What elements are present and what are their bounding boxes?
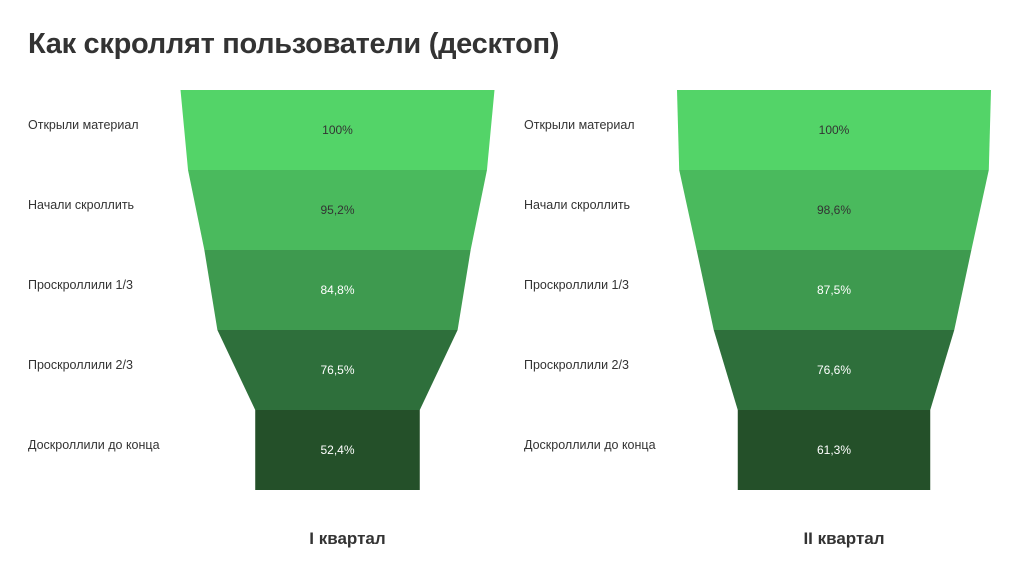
funnel-stage — [679, 170, 989, 250]
page-title: Как скроллят пользователи (десктоп) — [28, 28, 560, 60]
stage-label: Проскроллили 1/3 — [524, 278, 629, 292]
value-label: 76,6% — [817, 363, 851, 377]
value-label: 52,4% — [320, 443, 354, 457]
funnel-stage — [713, 330, 955, 410]
period-label: I квартал — [309, 529, 385, 548]
funnel-stage — [204, 250, 471, 330]
funnel-stage — [696, 250, 972, 330]
funnel-stage — [217, 330, 458, 410]
stage-label: Начали скроллить — [524, 198, 630, 212]
stage-label: Доскроллили до конца — [28, 438, 160, 452]
funnel-stage — [677, 90, 991, 170]
funnel-chart-1: 100% Открыли материал 95,2% Начали скроллит… — [28, 90, 495, 548]
value-label: 76,5% — [320, 363, 354, 377]
funnel-stage — [255, 410, 420, 490]
value-label: 87,5% — [817, 283, 851, 297]
value-label: 84,8% — [320, 283, 354, 297]
period-label: II квартал — [803, 529, 884, 548]
funnel-chart-2: 100% Открыли материал 98,6% Начали скроллит… — [524, 90, 991, 548]
stage-label: Доскроллили до конца — [524, 438, 656, 452]
value-label: 100% — [322, 123, 353, 137]
stage-label: Открыли материал — [524, 118, 635, 132]
value-label: 98,6% — [817, 203, 851, 217]
stage-label: Проскроллили 2/3 — [524, 358, 629, 372]
value-label: 100% — [819, 123, 850, 137]
stage-label: Начали скроллить — [28, 198, 134, 212]
value-label: 61,3% — [817, 443, 851, 457]
funnel-stage — [737, 410, 931, 490]
funnel-stage — [188, 170, 487, 250]
stage-label: Проскроллили 1/3 — [28, 278, 133, 292]
stage-label: Открыли материал — [28, 118, 139, 132]
funnel-stage — [180, 90, 495, 170]
value-label: 95,2% — [320, 203, 354, 217]
stage-label: Проскроллили 2/3 — [28, 358, 133, 372]
